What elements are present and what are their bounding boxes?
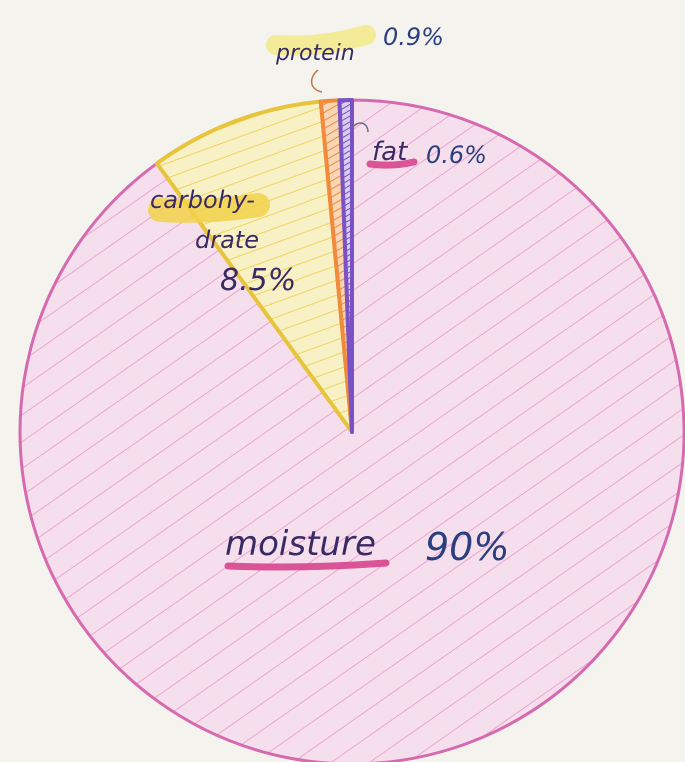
carbohydrate-label-line1: carbohy- [150, 186, 255, 214]
carbohydrate-label-line2: drate [195, 226, 259, 254]
protein-highlight [266, 25, 376, 56]
fat-underline [366, 158, 418, 169]
moisture-label: moisture [225, 524, 376, 564]
protein-value: 0.9% [383, 23, 444, 51]
pie-slice-carbohy-drate [154, 99, 354, 434]
moisture-value: 90% [425, 525, 509, 569]
carbohydrate-value: 8.5% [220, 263, 296, 298]
protein-leader-line [310, 69, 323, 93]
pie-slice-moisture [18, 98, 685, 762]
fat-leader-line [351, 122, 369, 133]
pie-slice-fat [337, 98, 354, 434]
carbohydrate-highlight [148, 193, 270, 223]
protein-label: protein [275, 41, 355, 66]
fat-value: 0.6% [426, 141, 487, 169]
fat-label: fat [372, 137, 408, 167]
moisture-underline [224, 559, 390, 571]
